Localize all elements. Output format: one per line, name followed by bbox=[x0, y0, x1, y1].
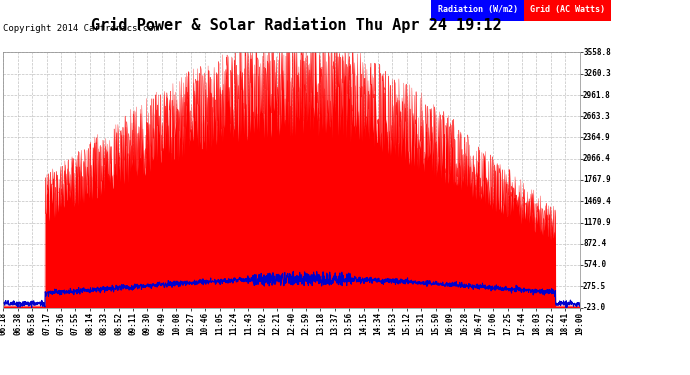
Text: 2364.9: 2364.9 bbox=[583, 133, 611, 142]
Text: 3558.8: 3558.8 bbox=[583, 48, 611, 57]
Text: 872.4: 872.4 bbox=[583, 239, 607, 248]
Text: 2663.3: 2663.3 bbox=[583, 112, 611, 121]
Text: Copyright 2014 Cartronics.com: Copyright 2014 Cartronics.com bbox=[3, 24, 159, 33]
Text: 2066.4: 2066.4 bbox=[583, 154, 611, 163]
Text: Grid Power & Solar Radiation Thu Apr 24 19:12: Grid Power & Solar Radiation Thu Apr 24 … bbox=[91, 17, 502, 33]
Text: Radiation (W/m2): Radiation (W/m2) bbox=[438, 5, 518, 14]
Text: 574.0: 574.0 bbox=[583, 261, 607, 270]
Text: 2961.8: 2961.8 bbox=[583, 90, 611, 99]
Text: -23.0: -23.0 bbox=[583, 303, 607, 312]
Text: Grid (AC Watts): Grid (AC Watts) bbox=[530, 5, 605, 14]
Text: 1767.9: 1767.9 bbox=[583, 176, 611, 184]
Text: 1469.4: 1469.4 bbox=[583, 197, 611, 206]
Text: 3260.3: 3260.3 bbox=[583, 69, 611, 78]
Text: 1170.9: 1170.9 bbox=[583, 218, 611, 227]
Text: 275.5: 275.5 bbox=[583, 282, 607, 291]
